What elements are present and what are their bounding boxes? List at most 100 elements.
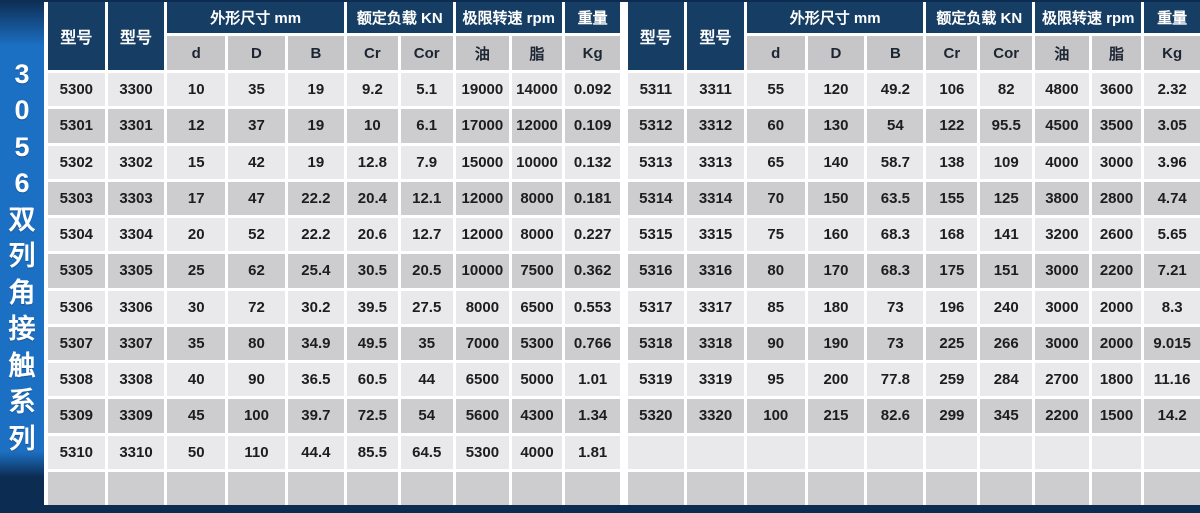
table-cell: 225 xyxy=(926,326,978,360)
model-cell: 5302 xyxy=(48,145,105,179)
series-char: 双 xyxy=(8,204,36,235)
group-header: 极限转速 rpm xyxy=(1035,2,1142,33)
table-cell: 3.05 xyxy=(1144,109,1200,143)
table-cell: 2800 xyxy=(1091,181,1142,215)
table-cell: 15 xyxy=(167,145,226,179)
table-cell: 106 xyxy=(926,73,978,107)
table-cell: 12.7 xyxy=(400,218,453,252)
model-cell: 5309 xyxy=(48,399,105,433)
table-cell: 5.65 xyxy=(1144,218,1200,252)
table-cell: 168 xyxy=(926,218,978,252)
model-cell: 5316 xyxy=(627,254,685,288)
table-cell: 215 xyxy=(807,399,865,433)
table-cell: 125 xyxy=(980,181,1033,215)
table-cell: 25.4 xyxy=(287,254,344,288)
table-cell: 39.7 xyxy=(287,399,344,433)
table-cell: 19 xyxy=(287,73,344,107)
table-cell: 58.7 xyxy=(867,145,924,179)
table-cell xyxy=(926,435,978,469)
group-header: 外形尺寸 mm xyxy=(746,2,924,33)
model-cell: 5317 xyxy=(627,290,685,324)
table-cell: 3800 xyxy=(1035,181,1089,215)
table-cell: 4000 xyxy=(512,435,562,469)
table-cell: 10 xyxy=(167,73,226,107)
model-cell: 3320 xyxy=(687,399,744,433)
subheader-cell: B xyxy=(867,36,924,70)
table-cell: 95.5 xyxy=(980,109,1033,143)
table-cell: 140 xyxy=(807,145,865,179)
table-cell: 10000 xyxy=(455,254,510,288)
table-cell: 20.6 xyxy=(346,218,398,252)
table-cell: 40 xyxy=(167,363,226,397)
table-cell: 30 xyxy=(167,290,226,324)
table-cell: 45 xyxy=(167,399,226,433)
table-cell xyxy=(1035,471,1089,505)
table-cell: 141 xyxy=(980,218,1033,252)
subheader-cell: 油 xyxy=(1035,36,1089,70)
table-cell: 12000 xyxy=(455,181,510,215)
subheader-cell: 油 xyxy=(455,36,510,70)
table-cell xyxy=(400,471,453,505)
model-cell xyxy=(107,471,165,505)
table-cell: 44 xyxy=(400,363,453,397)
table-cell: 2600 xyxy=(1091,218,1142,252)
table-cell xyxy=(1144,471,1200,505)
model-cell: 3301 xyxy=(107,109,165,143)
table-cell: 10000 xyxy=(512,145,562,179)
table-cell: 138 xyxy=(926,145,978,179)
table-cell: 100 xyxy=(228,399,285,433)
table-cell xyxy=(1091,471,1142,505)
table-cell xyxy=(564,471,621,505)
model-cell: 5318 xyxy=(627,326,685,360)
table-cell: 14000 xyxy=(512,73,562,107)
table-cell: 109 xyxy=(980,145,1033,179)
table-cell xyxy=(455,471,510,505)
table-cell: 85 xyxy=(746,290,805,324)
model-cell: 5306 xyxy=(48,290,105,324)
table-cell: 72 xyxy=(228,290,285,324)
table-cell: 0.092 xyxy=(564,73,621,107)
table-cell: 80 xyxy=(746,254,805,288)
table-cell: 299 xyxy=(926,399,978,433)
table-cell: 5300 xyxy=(455,435,510,469)
table-cell: 1.81 xyxy=(564,435,621,469)
table-cell: 0.132 xyxy=(564,145,621,179)
table-cell: 266 xyxy=(980,326,1033,360)
table-cell: 8000 xyxy=(512,218,562,252)
table-cell: 0.553 xyxy=(564,290,621,324)
table-cell: 72.5 xyxy=(346,399,398,433)
table-cell: 151 xyxy=(980,254,1033,288)
model-cell xyxy=(627,471,685,505)
table-cell: 190 xyxy=(807,326,865,360)
table-cell: 62 xyxy=(228,254,285,288)
group-header: 重量 xyxy=(1144,2,1200,33)
model-cell: 3304 xyxy=(107,218,165,252)
table-cell: 4500 xyxy=(1035,109,1089,143)
model-cell: 5300 xyxy=(48,73,105,107)
table-cell: 110 xyxy=(228,435,285,469)
table-cell: 259 xyxy=(926,363,978,397)
table-cell: 15000 xyxy=(455,145,510,179)
subheader-cell: 脂 xyxy=(1091,36,1142,70)
table-cell: 95 xyxy=(746,363,805,397)
table-cell: 12.1 xyxy=(400,181,453,215)
model-cell: 3303 xyxy=(107,181,165,215)
table-cell: 3200 xyxy=(1035,218,1089,252)
model-cell: 5310 xyxy=(48,435,105,469)
table-cell: 6500 xyxy=(455,363,510,397)
table-cell xyxy=(346,471,398,505)
table-cell: 9.2 xyxy=(346,73,398,107)
table-cell: 2200 xyxy=(1091,254,1142,288)
table-cell: 82 xyxy=(980,73,1033,107)
table-cell: 80 xyxy=(228,326,285,360)
table-cell: 60.5 xyxy=(346,363,398,397)
table-cell: 12000 xyxy=(512,109,562,143)
table-cell: 82.6 xyxy=(867,399,924,433)
model-cell: 5311 xyxy=(627,73,685,107)
table-cell: 19000 xyxy=(455,73,510,107)
table-cell: 30.2 xyxy=(287,290,344,324)
model-cell: 3319 xyxy=(687,363,744,397)
model-column-header: 型号 xyxy=(687,2,744,70)
model-cell: 5301 xyxy=(48,109,105,143)
